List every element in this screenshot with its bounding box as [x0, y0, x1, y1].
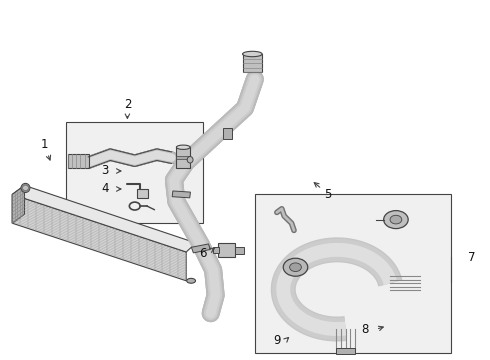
Bar	[137, 189, 148, 198]
Polygon shape	[12, 185, 196, 252]
Bar	[243, 54, 262, 72]
Text: 3: 3	[101, 165, 109, 177]
Ellipse shape	[187, 278, 196, 283]
Text: 9: 9	[273, 334, 281, 347]
Bar	[218, 243, 235, 257]
Bar	[235, 247, 244, 254]
Text: 5: 5	[314, 183, 332, 201]
Bar	[68, 154, 89, 167]
Text: 1: 1	[40, 138, 50, 160]
Ellipse shape	[187, 157, 193, 163]
Polygon shape	[12, 194, 186, 281]
Bar	[255, 194, 451, 353]
Circle shape	[290, 263, 301, 271]
Bar	[66, 122, 203, 223]
Bar	[172, 191, 191, 198]
Ellipse shape	[243, 51, 262, 57]
Bar	[176, 156, 190, 159]
Text: 2: 2	[123, 98, 131, 118]
Bar	[336, 348, 355, 354]
Circle shape	[384, 211, 408, 229]
Bar	[213, 247, 219, 253]
Circle shape	[283, 258, 308, 276]
Text: 7: 7	[468, 251, 475, 264]
Text: 4: 4	[101, 183, 109, 195]
Text: 8: 8	[361, 323, 369, 336]
Ellipse shape	[176, 145, 190, 149]
Bar	[223, 128, 232, 139]
Bar	[176, 147, 190, 168]
Text: 6: 6	[199, 247, 215, 260]
Ellipse shape	[21, 183, 30, 193]
Polygon shape	[12, 185, 24, 223]
Circle shape	[390, 215, 402, 224]
Bar	[192, 244, 210, 253]
